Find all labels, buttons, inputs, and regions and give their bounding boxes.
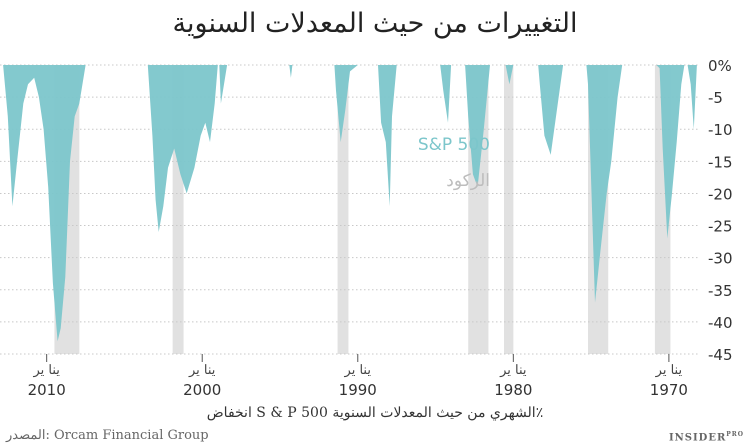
logo-text: INSIDER xyxy=(668,432,727,444)
legend-sp500: S&P 500 xyxy=(418,135,490,155)
recession-band-2 xyxy=(504,65,514,354)
chart-title: التغييرات من حيث المعدلات السنوية xyxy=(172,8,578,39)
y-tick-label-6: -30 xyxy=(708,250,733,268)
x-tick-year-2: 1990 xyxy=(339,381,377,399)
x-tick-month-3: ينا ير xyxy=(188,363,216,378)
x-axis-ticks: ينا ير 1970 ينا ير 1980 ينا ير 1990 ينا ير 2000… xyxy=(28,354,688,399)
series-area-0 xyxy=(3,65,697,342)
y-tick-label-7: -35 xyxy=(708,282,733,300)
y-tick-label-3: -15 xyxy=(708,153,733,171)
x-axis-label: انخفاض S & P 500 الشهري من حيث المعدلات … xyxy=(207,405,543,421)
x-tick-month-2: ينا ير xyxy=(344,363,372,378)
y-tick-label-5: -25 xyxy=(708,218,733,236)
x-tick-month-4: ينا ير xyxy=(32,363,60,378)
grid-lines xyxy=(0,64,700,355)
source-note: المصدر: Orcam Financial Group xyxy=(6,428,209,443)
y-axis-ticks: 0% -5 -10 -15 -20 -25 -30 -35 -40 -45 xyxy=(708,57,733,364)
logo-sup: PRO xyxy=(726,431,744,438)
x-tick-year-4: 2010 xyxy=(28,381,66,399)
recession-bands xyxy=(54,65,671,354)
legend-recession: الركود xyxy=(446,171,490,191)
x-tick-year-3: 2000 xyxy=(183,381,221,399)
recession-band-5 xyxy=(172,65,184,354)
x-tick-month-0: ينا ير xyxy=(655,363,683,378)
x-tick-month-1: ينا ير xyxy=(499,363,527,378)
y-tick-label-9: -45 xyxy=(708,346,733,364)
sp500-area xyxy=(3,65,697,342)
y-tick-label-4: -20 xyxy=(708,185,733,203)
y-tick-label-2: -10 xyxy=(708,121,733,139)
x-tick-year-1: 1980 xyxy=(494,381,532,399)
y-tick-label-1: -5 xyxy=(708,89,723,107)
recession-band-4 xyxy=(337,65,349,354)
y-tick-label-8: -40 xyxy=(708,314,733,332)
publisher-logo: INSIDERPRO xyxy=(669,431,744,443)
x-tick-year-0: 1970 xyxy=(650,381,688,399)
y-tick-label-0: 0% xyxy=(708,57,732,75)
legend: S&P 500 الركود xyxy=(418,135,490,191)
